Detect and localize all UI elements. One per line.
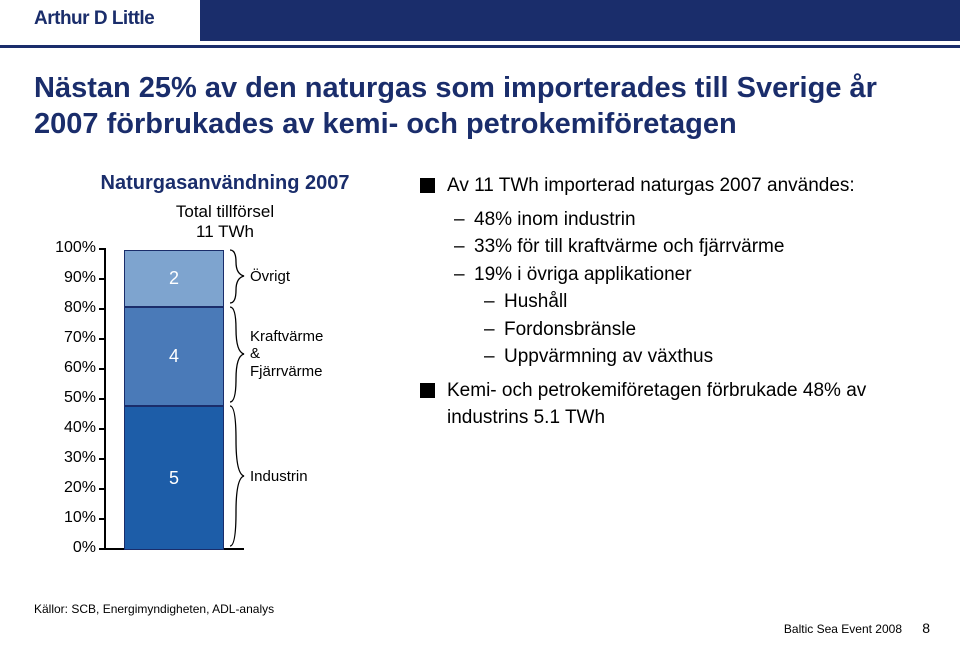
ytick-label: 70%: [44, 329, 96, 347]
sub-2-text: 33% för till kraftvärme och fjärrvärme: [474, 233, 784, 261]
subbullet-1: –48% inom industrin: [454, 206, 930, 234]
ssb-1-text: Hushåll: [504, 288, 567, 316]
ytick-label: 100%: [44, 239, 96, 257]
subsubbullet-2: –Fordonsbränsle: [484, 316, 930, 344]
subsubbullet-1: –Hushåll: [484, 288, 930, 316]
segment-label-kraftvarme: Kraftvärme & Fjärrvärme: [250, 328, 323, 380]
bullet-1-text: Av 11 TWh importerad naturgas 2007 använ…: [447, 172, 930, 200]
bar-segment-kraftvarme: 4: [124, 307, 224, 406]
square-bullet-icon: [420, 383, 435, 398]
ytick-mark: [99, 248, 104, 250]
kv-line1: Kraftvärme: [250, 328, 323, 345]
bullet-list: Av 11 TWh importerad naturgas 2007 använ…: [420, 172, 930, 438]
bar-value-kraftvarme: 4: [169, 346, 179, 367]
brace-ovrigt: [228, 248, 248, 305]
chart-title: Naturgasanvändning 2007: [60, 172, 390, 195]
ytick-mark: [99, 368, 104, 370]
ytick-mark: [99, 398, 104, 400]
chart-subtitle-line1: Total tillförsel: [176, 202, 274, 221]
header-blue-block: [200, 0, 960, 41]
ytick-label: 90%: [44, 269, 96, 287]
ytick-label: 40%: [44, 419, 96, 437]
title-line-2: 2007 förbrukades av kemi- och petrokemif…: [34, 108, 737, 140]
ytick-mark: [99, 488, 104, 490]
ytick-label: 20%: [44, 479, 96, 497]
ytick-mark: [99, 518, 104, 520]
ytick-label: 60%: [44, 359, 96, 377]
stacked-bar-chart: 100%90%80%70%60%50%40%30%20%10%0% 2 4 5 …: [44, 248, 304, 558]
bullet-2-text: Kemi- och petrokemiföretagen förbrukade …: [447, 377, 930, 432]
ytick-label: 0%: [44, 539, 96, 557]
square-bullet-icon: [420, 178, 435, 193]
ytick-label: 80%: [44, 299, 96, 317]
segment-label-industrin: Industrin: [250, 468, 308, 485]
ytick-label: 30%: [44, 449, 96, 467]
brace-industrin: [228, 404, 248, 548]
page-title: Nästan 25% av den naturgas som importera…: [34, 70, 914, 143]
brace-kraftvarme: [228, 305, 248, 404]
kv-line3: Fjärrvärme: [250, 363, 323, 380]
ytick-mark: [99, 278, 104, 280]
subsubbullet-3: –Uppvärmning av växthus: [484, 343, 930, 371]
bar-segment-ovrigt: 2: [124, 250, 224, 307]
chart-subtitle: Total tillförsel 11 TWh: [60, 202, 390, 243]
ytick-mark: [99, 428, 104, 430]
header-bar: Arthur D Little: [0, 0, 960, 41]
sub-3-text: 19% i övriga applikationer: [474, 261, 692, 289]
header-underline: [0, 45, 960, 48]
subbullet-2: –33% för till kraftvärme och fjärrvärme: [454, 233, 930, 261]
title-line-1: Nästan 25% av den naturgas som importera…: [34, 72, 877, 104]
bar-value-ovrigt: 2: [169, 268, 179, 289]
ytick-mark: [99, 458, 104, 460]
ytick-label: 10%: [44, 509, 96, 527]
footer-page-number: 8: [922, 620, 930, 636]
bar-value-industrin: 5: [169, 468, 179, 489]
ytick-mark: [99, 338, 104, 340]
bullet-1: Av 11 TWh importerad naturgas 2007 använ…: [420, 172, 930, 200]
brand-logo: Arthur D Little: [34, 8, 154, 30]
ssb-2-text: Fordonsbränsle: [504, 316, 636, 344]
segment-label-ovrigt: Övrigt: [250, 268, 290, 285]
bar-segment-industrin: 5: [124, 406, 224, 550]
source-text: Källor: SCB, Energimyndigheten, ADL-anal…: [34, 602, 274, 616]
sub-1-text: 48% inom industrin: [474, 206, 636, 234]
footer-event: Baltic Sea Event 2008: [784, 622, 902, 636]
subbullet-3: –19% i övriga applikationer: [454, 261, 930, 289]
ytick-mark: [99, 548, 104, 550]
ssb-3-text: Uppvärmning av växthus: [504, 343, 713, 371]
kv-line2: &: [250, 345, 260, 362]
ytick-label: 50%: [44, 389, 96, 407]
bullet-2: Kemi- och petrokemiföretagen förbrukade …: [420, 377, 930, 432]
y-axis: [104, 248, 106, 548]
stacked-bar: 2 4 5: [124, 250, 224, 550]
slide: Arthur D Little Nästan 25% av den naturg…: [0, 0, 960, 654]
chart-subtitle-line2: 11 TWh: [196, 222, 254, 241]
ytick-mark: [99, 308, 104, 310]
